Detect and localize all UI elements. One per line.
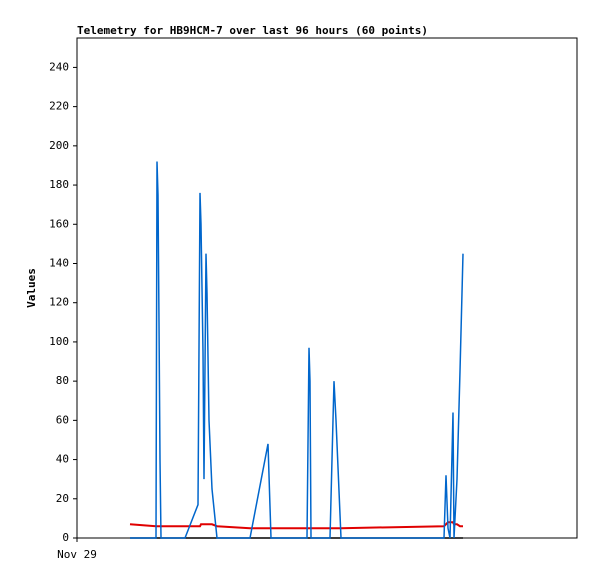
y-tick-label: 220: [49, 100, 69, 113]
y-tick-label: 0: [62, 531, 69, 544]
y-tick-label: 100: [49, 335, 69, 348]
plot-frame: [76, 37, 578, 539]
y-tick-label: 240: [49, 60, 69, 73]
y-tick-label: 60: [56, 413, 69, 426]
y-tick-label: 20: [56, 492, 69, 505]
series-line: [130, 161, 464, 539]
y-tick-label: 80: [56, 374, 69, 387]
series-line: [129, 521, 463, 530]
y-tick-label: 160: [49, 217, 69, 230]
y-tick-label: 180: [49, 178, 69, 191]
chart-title: Telemetry for HB9HCM-7 over last 96 hour…: [77, 24, 428, 37]
y-tick-label: 40: [56, 453, 69, 466]
y-tick-label: 200: [49, 139, 69, 152]
y-axis-label: Values: [25, 268, 38, 308]
x-tick-label: Nov 29: [57, 548, 97, 561]
y-tick-label: 120: [49, 296, 69, 309]
y-tick-label: 140: [49, 256, 69, 269]
